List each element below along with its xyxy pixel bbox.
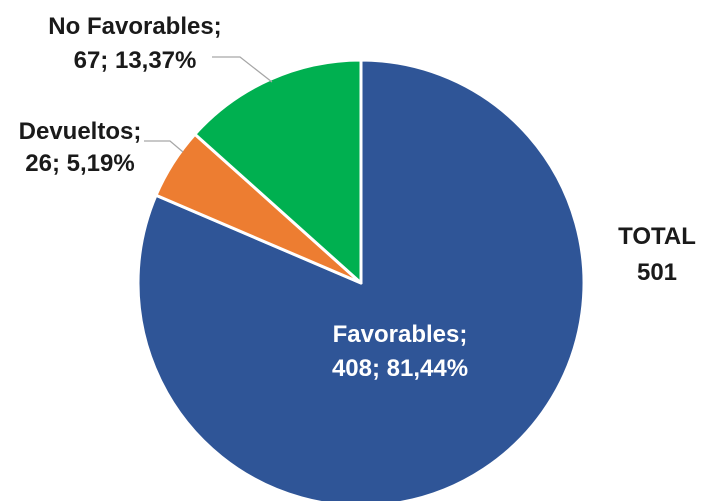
total-label: TOTAL <box>618 223 696 250</box>
label-favorables-line1: Favorables; <box>333 321 468 348</box>
leader-line-devueltos <box>144 140 184 153</box>
pie-slices <box>136 58 586 501</box>
total-value: 501 <box>637 259 677 286</box>
pie-slice-no-favorables <box>193 58 363 285</box>
label-devueltos-line2: 26; 5,19% <box>25 150 134 177</box>
leader-line-no-favorables <box>212 56 273 83</box>
label-no-favorables-line1: No Favorables; <box>48 13 221 40</box>
data-labels: No Favorables; 67; 13,37% Devueltos; 26;… <box>19 13 696 382</box>
label-no-favorables-line2: 67; 13,37% <box>74 47 197 74</box>
leader-lines <box>144 56 273 153</box>
label-favorables-line2: 408; 81,44% <box>332 355 468 382</box>
label-devueltos-line1: Devueltos; <box>19 118 142 145</box>
